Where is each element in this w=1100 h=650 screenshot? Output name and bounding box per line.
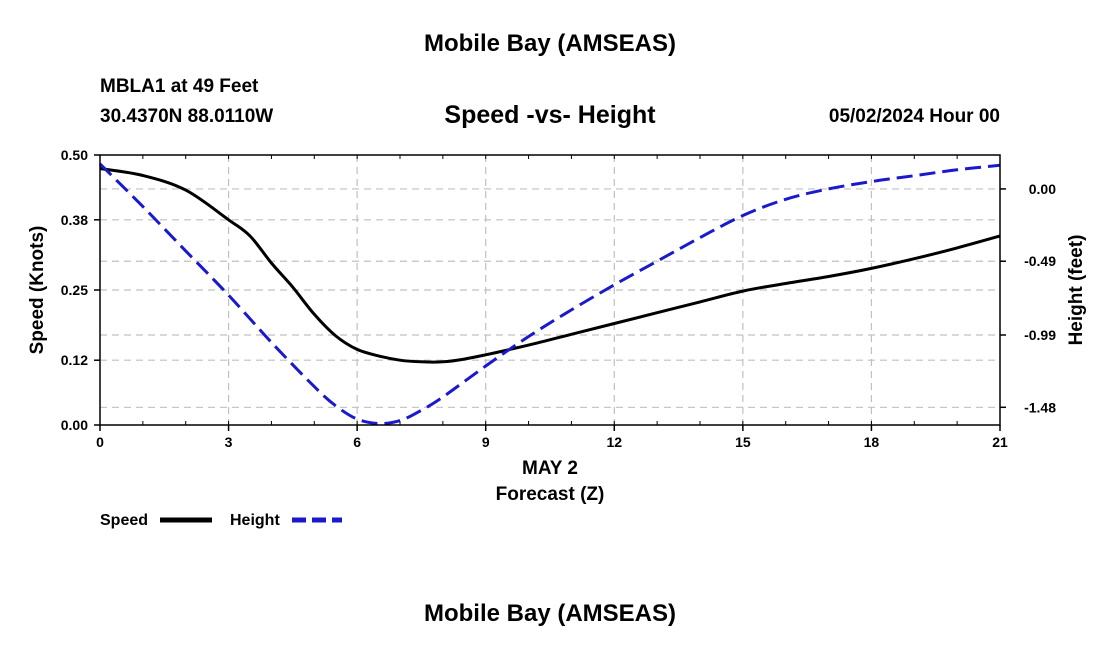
x-tick-label: 9 <box>482 434 490 450</box>
x-axis-title: Forecast (Z) <box>496 484 605 505</box>
legend-label-speed: Speed <box>100 512 148 529</box>
x-tick-label: 3 <box>225 434 233 450</box>
x-tick-label: 12 <box>606 434 622 450</box>
x-tick-label: 15 <box>735 434 751 450</box>
y2-tick-label: 0.00 <box>1029 181 1056 197</box>
main-title: Mobile Bay (AMSEAS) <box>423 30 677 57</box>
y-axis-title: Speed (Knots) <box>27 226 48 355</box>
forecast-datetime: 05/02/2024 Hour 00 <box>828 106 1000 127</box>
height-series-line <box>98 162 1001 426</box>
y-tick-label: 0.00 <box>61 417 88 433</box>
x-date-label: MAY 2 <box>522 458 578 479</box>
y2-tick-label: -0.99 <box>1024 327 1056 343</box>
y2-tick-label: -0.49 <box>1024 253 1056 269</box>
y2-tick-label: -1.48 <box>1024 399 1056 415</box>
chart-title: Speed -vs- Height <box>444 101 656 129</box>
footer-title: Mobile Bay (AMSEAS) <box>423 600 677 627</box>
x-tick-label: 21 <box>992 434 1008 450</box>
coordinates-label: 30.4370N 88.0110W <box>100 106 274 127</box>
speed-series-line <box>99 167 1001 364</box>
x-tick-label: 0 <box>96 434 104 450</box>
legend-label-height: Height <box>230 512 280 529</box>
y-tick-label: 0.50 <box>61 147 88 163</box>
legend: Speed Height <box>100 512 342 529</box>
y-tick-label: 0.25 <box>61 282 88 298</box>
y2-axis-title: Height (feet) <box>1066 235 1087 346</box>
y-tick-label: 0.12 <box>61 352 88 368</box>
y-tick-label: 0.38 <box>61 212 88 228</box>
x-tick-label: 18 <box>864 434 880 450</box>
x-tick-label: 6 <box>353 434 361 450</box>
station-label: MBLA1 at 49 Feet <box>100 76 259 97</box>
